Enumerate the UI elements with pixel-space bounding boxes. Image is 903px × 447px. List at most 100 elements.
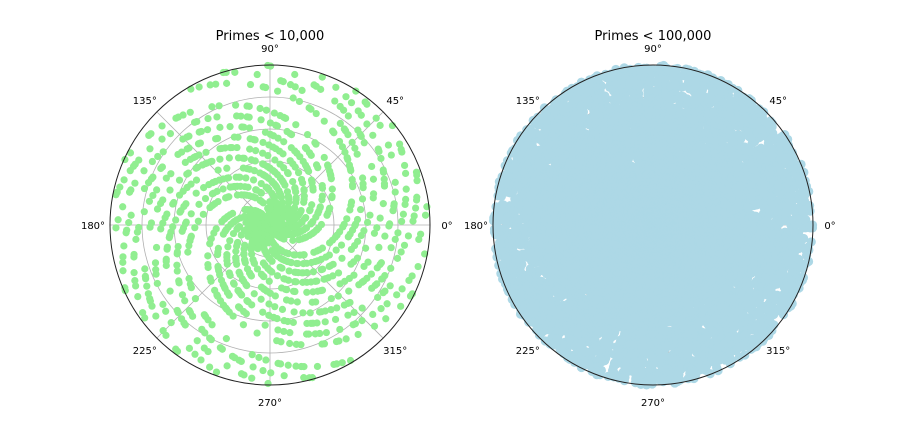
prime-point [344, 112, 352, 120]
prime-point [284, 361, 292, 369]
prime-point [410, 212, 418, 220]
prime-point [244, 232, 252, 240]
prime-point [342, 335, 350, 343]
prime-point [402, 185, 410, 193]
prime-point [284, 250, 293, 258]
prime-point [252, 147, 260, 155]
prime-point [197, 356, 205, 364]
prime-point [203, 126, 212, 134]
prime-point [183, 170, 191, 178]
prime-point [348, 138, 356, 146]
prime-point [359, 180, 367, 188]
prime-point [167, 319, 175, 327]
prime-point [343, 215, 351, 223]
prime-point [346, 298, 354, 307]
prime-point [173, 267, 181, 275]
prime-point [238, 123, 246, 131]
prime-point [130, 253, 138, 261]
prime-point [351, 320, 360, 328]
prime-point [329, 127, 337, 135]
prime-point [294, 169, 303, 177]
prime-point [119, 253, 127, 261]
prime-point [370, 322, 379, 330]
prime-point [152, 243, 161, 252]
prime-point [300, 363, 308, 371]
prime-point [201, 329, 209, 337]
prime-point [233, 191, 241, 199]
prime-point [369, 190, 378, 198]
prime-point [226, 123, 234, 131]
prime-point [229, 229, 238, 238]
prime-point [232, 247, 240, 255]
prime-point [292, 362, 300, 370]
prime-point [186, 108, 194, 116]
prime-point [300, 186, 308, 194]
prime-point [276, 360, 285, 368]
prime-point [126, 167, 134, 175]
prime-point [331, 315, 340, 324]
prime-point [151, 259, 160, 267]
prime-point [259, 160, 267, 168]
prime-point [360, 139, 368, 147]
prime-point [289, 318, 297, 327]
prime-point [223, 362, 231, 370]
prime-point [377, 305, 385, 313]
prime-point [242, 218, 250, 227]
prime-point [363, 120, 371, 128]
prime-point [323, 161, 332, 169]
prime-point [243, 102, 251, 110]
prime-point [216, 155, 224, 163]
prime-point [233, 112, 241, 120]
prime-point [341, 148, 349, 156]
prime-point [245, 124, 254, 132]
prime-point [292, 121, 300, 129]
prime-point [173, 347, 182, 355]
prime-point [276, 111, 284, 120]
prime-point [283, 127, 291, 136]
angle-tick-label: 270° [258, 398, 282, 409]
prime-point [249, 176, 258, 184]
prime-point [131, 276, 139, 285]
prime-point [325, 251, 333, 259]
prime-point [178, 291, 187, 299]
prime-point [153, 205, 162, 213]
prime-point [232, 101, 240, 109]
prime-point [181, 297, 189, 305]
prime-point [273, 272, 282, 280]
prime-point [312, 298, 320, 306]
prime-point [259, 138, 267, 147]
prime-point [134, 293, 142, 301]
prime-point [397, 302, 405, 310]
prime-point [237, 231, 245, 239]
prime-point [189, 312, 197, 320]
prime-point [280, 138, 288, 146]
prime-point [126, 149, 135, 157]
prime-point [391, 178, 399, 186]
prime-point [253, 265, 262, 273]
prime-point [233, 260, 241, 268]
prime-point [142, 275, 150, 283]
prime-point [291, 251, 299, 259]
prime-point [369, 131, 377, 139]
prime-point [273, 315, 281, 323]
prime-point [297, 341, 305, 349]
prime-point [345, 287, 353, 295]
prime-point [238, 291, 246, 299]
prime-point [192, 189, 200, 197]
prime-point [162, 174, 170, 182]
prime-point [219, 68, 227, 77]
prime-point [204, 347, 212, 356]
prime-point [367, 270, 376, 278]
prime-point [383, 300, 391, 308]
prime-point [195, 128, 203, 136]
prime-point [303, 288, 311, 296]
prime-point [253, 329, 261, 337]
prime-point [400, 241, 409, 249]
prime-point [158, 122, 166, 130]
prime-point [297, 206, 305, 215]
prime-point [183, 145, 191, 153]
prime-point [218, 345, 226, 353]
prime-point [119, 267, 127, 275]
prime-point [216, 123, 224, 131]
prime-point [381, 272, 389, 280]
